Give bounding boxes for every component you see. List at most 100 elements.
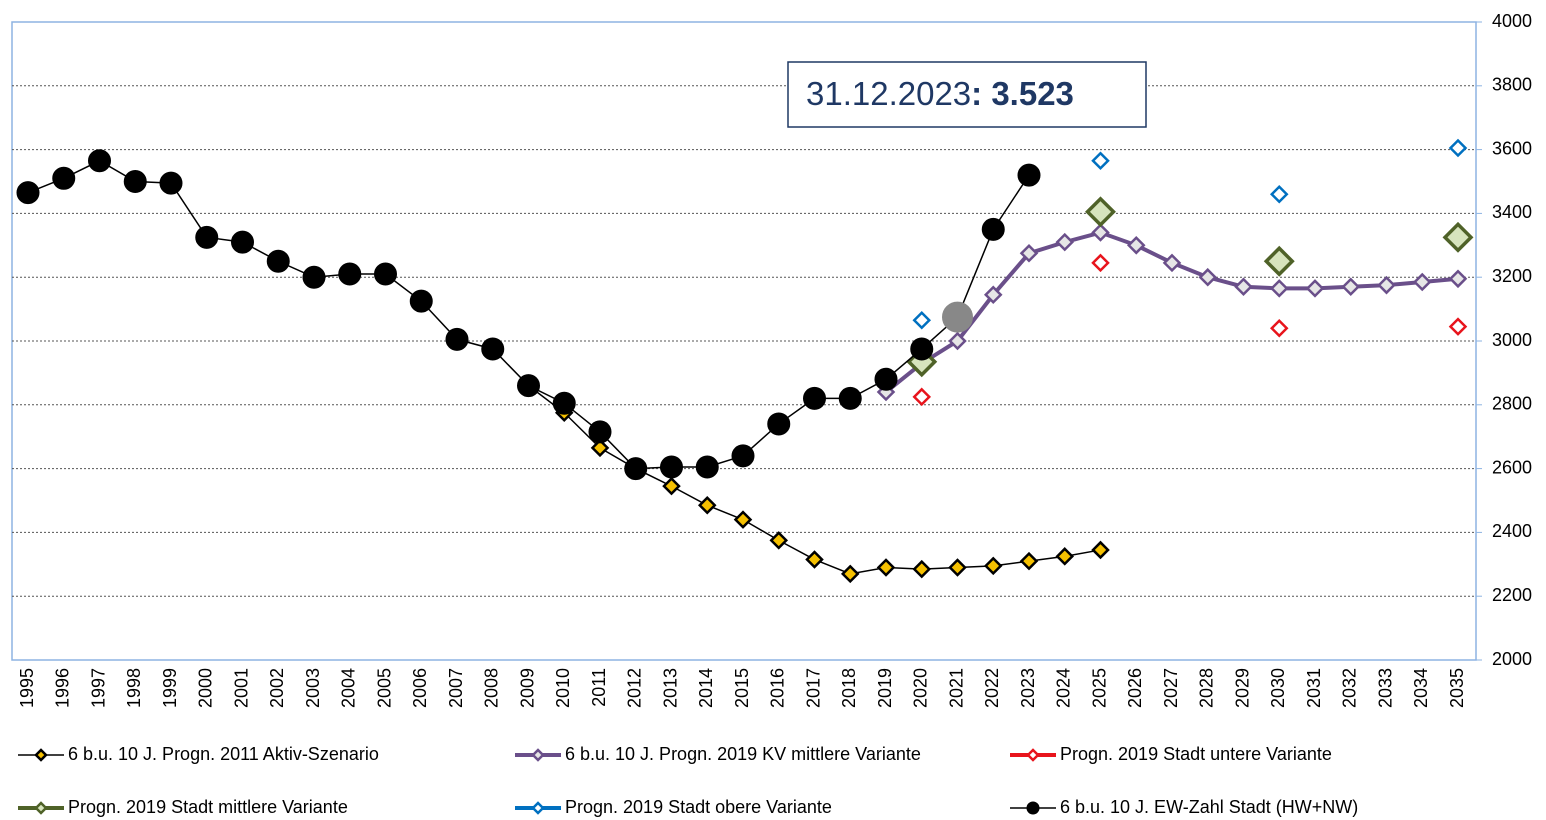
- x-tick-label: 2009: [517, 668, 537, 708]
- y-tick-label: 2000: [1492, 649, 1532, 669]
- x-tick-label: 1998: [124, 668, 144, 708]
- point: [590, 438, 610, 458]
- x-tick-label: 2019: [875, 668, 895, 708]
- legend-marker: [1026, 748, 1040, 762]
- point: [840, 564, 860, 584]
- x-tick-label: 2000: [196, 668, 216, 708]
- point: [517, 374, 540, 398]
- x-tick-label: 2026: [1125, 668, 1145, 708]
- point: [805, 550, 824, 569]
- y-tick-label: 2600: [1492, 457, 1532, 477]
- point: [983, 556, 1003, 576]
- point: [1442, 221, 1474, 253]
- point: [1019, 244, 1039, 263]
- point: [123, 170, 147, 193]
- legend-marker: [34, 801, 48, 815]
- point: [733, 510, 753, 529]
- legend-marker: [34, 748, 48, 762]
- legend-item: 6 b.u. 10 J. EW-Zahl Stadt (HW+NW): [1010, 797, 1358, 817]
- point: [942, 301, 973, 333]
- point: [1091, 540, 1110, 560]
- point: [1091, 223, 1110, 242]
- point: [948, 558, 967, 577]
- point: [1305, 279, 1325, 298]
- x-tick-label: 2034: [1411, 668, 1431, 708]
- legend-item: Progn. 2019 Stadt untere Variante: [1010, 744, 1332, 764]
- point: [981, 217, 1005, 241]
- x-tick-label: 1999: [160, 668, 180, 708]
- annotation-text: 31.12.2023: 3.523: [806, 75, 1074, 112]
- point: [1091, 151, 1110, 171]
- point: [910, 337, 934, 361]
- x-tick-label: 2024: [1054, 668, 1074, 708]
- legend-marker: [1026, 801, 1040, 815]
- x-tick-label: 2010: [553, 668, 573, 708]
- point: [1091, 253, 1110, 273]
- series: [876, 223, 1468, 402]
- legend-marker: [531, 748, 545, 762]
- x-tick-label: 1995: [17, 668, 37, 708]
- point: [803, 386, 826, 410]
- point: [1234, 277, 1253, 297]
- point: [266, 249, 290, 273]
- point: [231, 230, 254, 254]
- point: [1412, 272, 1432, 292]
- point: [1269, 318, 1289, 338]
- x-tick-label: 2028: [1197, 668, 1217, 708]
- point: [409, 289, 433, 313]
- point: [624, 457, 648, 481]
- annotation: 31.12.2023: 3.523: [787, 61, 1147, 128]
- y-tick-label: 3800: [1492, 75, 1532, 95]
- point: [1162, 253, 1182, 273]
- legend-label: Progn. 2019 Stadt obere Variante: [565, 797, 832, 817]
- point: [1269, 184, 1289, 204]
- point: [948, 331, 967, 351]
- y-tick-label: 3600: [1492, 138, 1532, 158]
- series: [912, 138, 1468, 330]
- point: [1019, 551, 1039, 571]
- point: [52, 166, 76, 190]
- y-tick-label: 2400: [1492, 521, 1532, 541]
- point: [88, 149, 111, 173]
- point: [1055, 547, 1075, 566]
- point: [1085, 196, 1116, 228]
- x-tick-label: 2023: [1018, 668, 1038, 708]
- point: [159, 171, 183, 195]
- legend-item: 6 b.u. 10 J. Progn. 2011 Aktiv-Szenario: [18, 744, 379, 764]
- annotation-date: 31.12.2023: [806, 75, 971, 112]
- x-tick-label: 2016: [768, 668, 788, 708]
- x-tick-label: 2031: [1304, 668, 1324, 708]
- point: [302, 265, 326, 289]
- x-tick-label: 2018: [839, 668, 859, 708]
- point: [1263, 245, 1295, 277]
- point: [767, 412, 791, 436]
- point: [1055, 232, 1075, 252]
- point: [1448, 269, 1468, 289]
- point: [838, 386, 862, 410]
- point: [912, 310, 932, 330]
- x-tick-label: 1997: [88, 668, 108, 708]
- x-tick-label: 2033: [1375, 668, 1395, 708]
- point: [1269, 279, 1289, 298]
- point: [1017, 163, 1041, 187]
- point: [769, 531, 789, 550]
- point: [697, 496, 717, 515]
- point: [660, 455, 683, 479]
- point: [912, 387, 932, 407]
- legend-label: 6 b.u. 10 J. Progn. 2019 KV mittlere Var…: [565, 744, 921, 764]
- point: [1126, 236, 1146, 255]
- point: [588, 420, 612, 444]
- point: [16, 181, 40, 205]
- y-tick-label: 3400: [1492, 202, 1532, 222]
- legend-item: Progn. 2019 Stadt mittlere Variante: [18, 797, 348, 817]
- series: [519, 376, 1110, 584]
- x-tick-label: 2025: [1089, 668, 1109, 708]
- x-tick-label: 2008: [482, 668, 502, 708]
- x-tick-label: 2004: [339, 668, 359, 708]
- point: [731, 444, 755, 468]
- x-tick-label: 2011: [589, 668, 609, 707]
- x-tick-label: 2035: [1447, 668, 1467, 708]
- point: [1377, 275, 1396, 295]
- x-tick-label: 2005: [374, 668, 394, 708]
